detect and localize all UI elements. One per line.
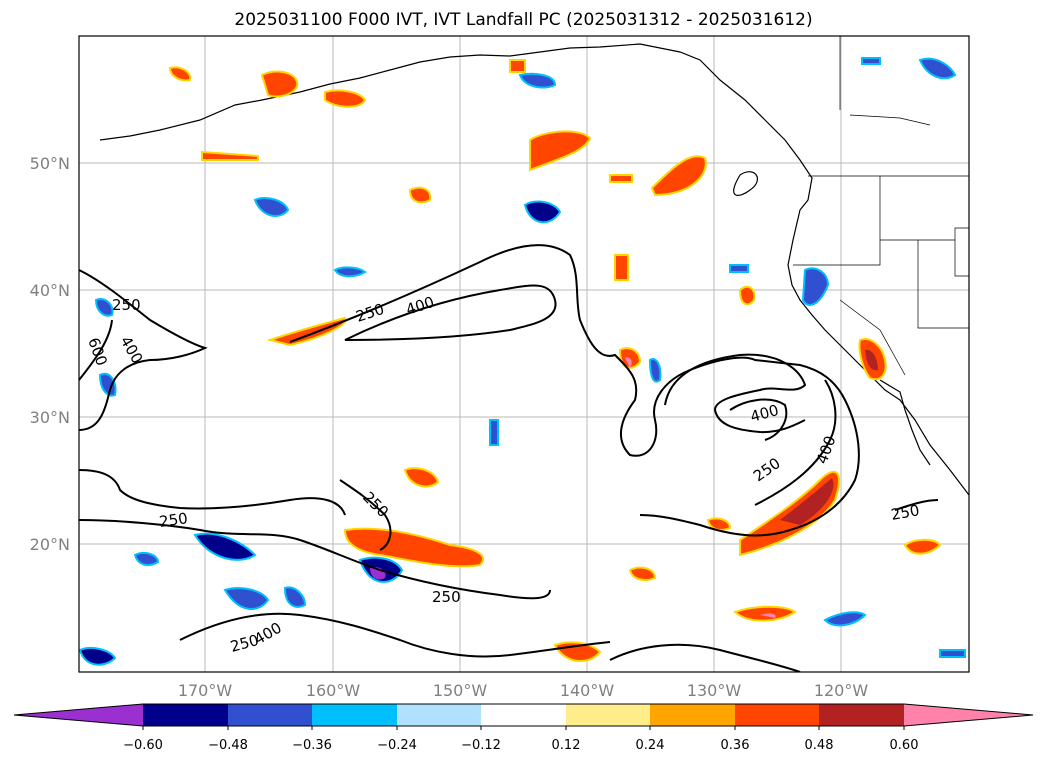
colorbar-segment xyxy=(14,704,143,726)
colorbar-segment xyxy=(904,704,1033,726)
colorbar-segment xyxy=(312,704,397,726)
latitude-labels: 50°N 40°N 30°N 20°N xyxy=(30,154,70,554)
lat-label: 50°N xyxy=(30,154,70,173)
colorbar-segment xyxy=(566,704,650,726)
lon-label: 130°W xyxy=(687,681,742,700)
ivt-contours xyxy=(79,244,939,672)
colorbar-tick-label: 0.60 xyxy=(890,738,919,753)
colorbar-segment xyxy=(228,704,312,726)
contour-label: 250 xyxy=(432,588,461,606)
colorbar-tick-label: 0.12 xyxy=(552,738,581,753)
lon-label: 150°W xyxy=(433,681,488,700)
contour-label: 250 xyxy=(112,296,141,314)
contour-label: 250 xyxy=(890,501,921,524)
colorbar-tick-label: 0.36 xyxy=(721,738,750,753)
lat-label: 30°N xyxy=(30,408,70,427)
lon-label: 120°W xyxy=(814,681,869,700)
pc-filled-contours xyxy=(79,57,966,666)
colorbar-segment xyxy=(397,704,481,726)
colorbar-segment xyxy=(650,704,735,726)
contour-label: 250 xyxy=(158,509,189,531)
colorbar-tick-label: −0.48 xyxy=(208,738,248,753)
colorbar-segment xyxy=(481,704,566,726)
map-title: 2025031100 F000 IVT, IVT Landfall PC (20… xyxy=(234,10,813,30)
colorbar-tick-label: −0.12 xyxy=(461,738,501,753)
lon-label: 140°W xyxy=(560,681,615,700)
colorbar-segment xyxy=(735,704,819,726)
lon-label: 170°W xyxy=(178,681,233,700)
colorbar-tick-label: −0.60 xyxy=(123,738,163,753)
longitude-labels: 170°W 160°W 150°W 140°W 130°W 120°W xyxy=(178,681,869,700)
colorbar-segment xyxy=(143,704,228,726)
colorbar-segment xyxy=(819,704,904,726)
map-area xyxy=(79,36,969,672)
coastline xyxy=(99,43,969,496)
lon-label: 160°W xyxy=(306,681,361,700)
lat-label: 40°N xyxy=(30,281,70,300)
colorbar: −0.60 −0.48 −0.36 −0.24 −0.12 0.12 0.24 … xyxy=(13,703,1034,753)
colorbar-tick-label: 0.24 xyxy=(636,738,665,753)
political-boundaries xyxy=(793,36,969,376)
map-border xyxy=(78,35,970,673)
colorbar-tick-label: 0.48 xyxy=(805,738,834,753)
colorbar-tick-label: −0.24 xyxy=(377,738,417,753)
colorbar-tick-label: −0.36 xyxy=(292,738,332,753)
contour-labels: 250 400 600 250 400 250 400 250 400 250 … xyxy=(84,293,921,656)
lat-label: 20°N xyxy=(30,535,70,554)
